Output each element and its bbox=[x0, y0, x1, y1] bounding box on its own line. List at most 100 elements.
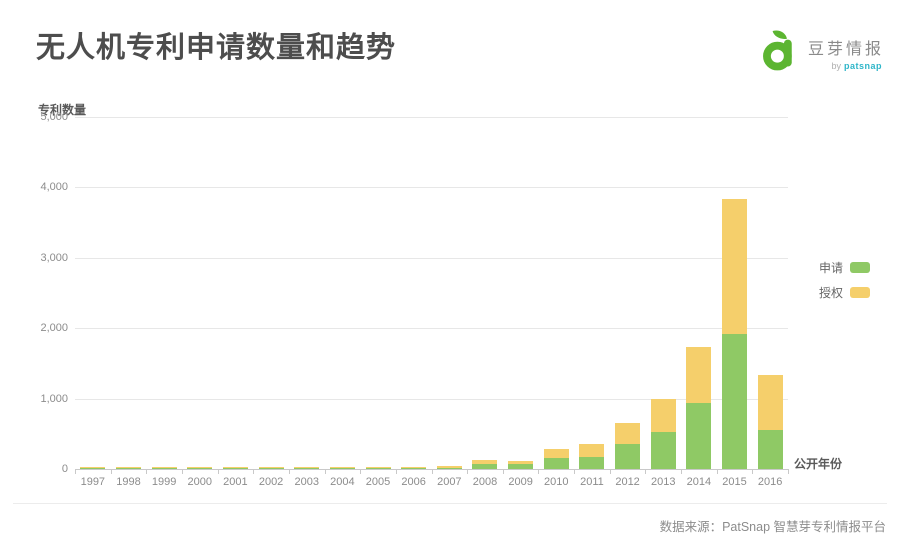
bar-申请-2011 bbox=[579, 457, 605, 469]
bar-授权-2010 bbox=[543, 448, 569, 459]
x-axis-tick bbox=[467, 469, 469, 474]
y-gridline bbox=[75, 257, 788, 259]
bar-授权-2004 bbox=[329, 467, 355, 469]
bar-授权-2009 bbox=[508, 460, 534, 465]
bar-授权-2001 bbox=[222, 467, 248, 469]
page-title: 无人机专利申请数量和趋势 bbox=[36, 32, 397, 64]
bar-申请-1997 bbox=[80, 468, 106, 469]
bar-申请-2015 bbox=[722, 333, 748, 469]
y-tick-label: 1,000 bbox=[40, 392, 68, 405]
bar-授权-1997 bbox=[80, 467, 106, 468]
x-tick-label: 2007 bbox=[437, 476, 462, 488]
bar-申请-2003 bbox=[294, 468, 320, 469]
y-gridline bbox=[75, 117, 788, 118]
x-tick-label: 2008 bbox=[472, 476, 498, 488]
brand-name: 豆芽情报 bbox=[807, 40, 884, 58]
y-tick-label: 3,000 bbox=[40, 251, 68, 264]
data-source-note: 数据来源：PatSnap 智慧芽专利情报平台 bbox=[659, 520, 886, 534]
x-axis-tick bbox=[75, 469, 76, 474]
brand-byline: by patsnap bbox=[831, 60, 882, 71]
bar-申请-2006 bbox=[401, 468, 427, 469]
x-axis-tick bbox=[253, 469, 255, 474]
bar-授权-2012 bbox=[615, 422, 641, 444]
bar-申请-2001 bbox=[222, 468, 248, 469]
bar-申请-2004 bbox=[329, 468, 355, 469]
bar-授权-2003 bbox=[294, 467, 320, 469]
x-axis-tick bbox=[217, 469, 219, 474]
bar-授权-2011 bbox=[579, 444, 605, 458]
y-tick-label: 2,000 bbox=[40, 322, 68, 335]
x-axis-tick bbox=[788, 469, 789, 474]
x-axis-tick bbox=[146, 469, 148, 474]
brand-logo: 豆芽情报 by patsnap bbox=[760, 28, 884, 77]
bar-授权-2016 bbox=[757, 374, 783, 431]
x-axis-tick bbox=[324, 469, 326, 474]
bar-申请-2016 bbox=[757, 430, 783, 469]
x-axis-tick bbox=[395, 469, 397, 474]
bar-申请-2010 bbox=[543, 458, 569, 469]
legend-swatch bbox=[850, 262, 870, 273]
x-tick-label: 1997 bbox=[80, 476, 106, 488]
bar-申请-2000 bbox=[187, 468, 213, 469]
x-axis-tick bbox=[681, 469, 683, 474]
bar-申请-2014 bbox=[686, 402, 712, 469]
legend-item-申请[interactable]: 申请 bbox=[770, 259, 870, 276]
x-tick-label: 2016 bbox=[757, 476, 783, 488]
x-tick-label: 2003 bbox=[294, 476, 319, 488]
bar-授权-2005 bbox=[365, 466, 391, 469]
bar-申请-2013 bbox=[650, 431, 676, 469]
x-tick-label: 2009 bbox=[508, 476, 533, 488]
bar-授权-2000 bbox=[187, 467, 213, 469]
x-tick-label: 2015 bbox=[722, 476, 747, 488]
x-axis-tick bbox=[110, 469, 112, 474]
x-tick-label: 2004 bbox=[330, 476, 355, 488]
bar-申请-2009 bbox=[508, 464, 534, 469]
x-axis-tick bbox=[574, 469, 576, 474]
x-axis-tick bbox=[716, 469, 718, 474]
y-tick-label: 4,000 bbox=[40, 181, 68, 194]
x-tick-label: 1998 bbox=[116, 476, 141, 488]
bar-授权-2015 bbox=[722, 198, 748, 334]
footer-divider bbox=[13, 503, 887, 504]
y-tick-label: 0 bbox=[61, 463, 68, 475]
bar-申请-2007 bbox=[436, 468, 462, 469]
x-axis-tick bbox=[288, 469, 290, 474]
bar-授权-1999 bbox=[151, 467, 177, 469]
x-tick-label: 2013 bbox=[650, 476, 676, 488]
x-axis-tick bbox=[609, 469, 611, 474]
x-tick-label: 2011 bbox=[580, 476, 604, 488]
legend-label: 申请 bbox=[818, 261, 843, 275]
bar-授权-2006 bbox=[401, 467, 427, 469]
x-tick-label: 2001 bbox=[223, 476, 248, 488]
y-gridline bbox=[75, 187, 788, 189]
bar-申请-2008 bbox=[472, 464, 498, 469]
bar-申请-2005 bbox=[365, 468, 391, 469]
y-tick-label: 5,000 bbox=[40, 111, 68, 123]
bar-授权-1998 bbox=[115, 467, 141, 469]
x-tick-label: 2002 bbox=[258, 476, 284, 488]
x-axis-tick bbox=[502, 469, 504, 474]
x-axis-tick bbox=[752, 469, 754, 474]
x-axis-tick bbox=[431, 469, 433, 474]
x-axis-tick bbox=[538, 469, 540, 474]
chart-legend: 申请 授权 bbox=[770, 259, 870, 301]
x-axis-tick bbox=[181, 469, 183, 474]
x-tick-label: 2010 bbox=[544, 476, 569, 488]
bar-申请-2012 bbox=[615, 444, 641, 469]
x-tick-label: 2000 bbox=[187, 476, 212, 488]
x-tick-label: 2014 bbox=[686, 476, 712, 488]
legend-swatch bbox=[850, 287, 870, 298]
legend-label: 授权 bbox=[818, 286, 843, 300]
bar-授权-2014 bbox=[686, 347, 712, 403]
sprout-d-icon bbox=[760, 28, 800, 77]
bar-授权-2013 bbox=[650, 398, 676, 432]
x-axis-title: 公开年份 bbox=[794, 457, 843, 471]
bar-申请-1999 bbox=[151, 468, 177, 469]
x-axis-tick bbox=[360, 469, 362, 474]
x-axis-tick bbox=[645, 469, 647, 474]
bar-申请-2002 bbox=[258, 468, 284, 469]
legend-item-授权[interactable]: 授权 bbox=[770, 284, 870, 301]
y-gridline bbox=[75, 398, 788, 400]
bar-授权-2007 bbox=[436, 466, 462, 469]
y-axis-title: 专利数量 bbox=[38, 103, 87, 117]
